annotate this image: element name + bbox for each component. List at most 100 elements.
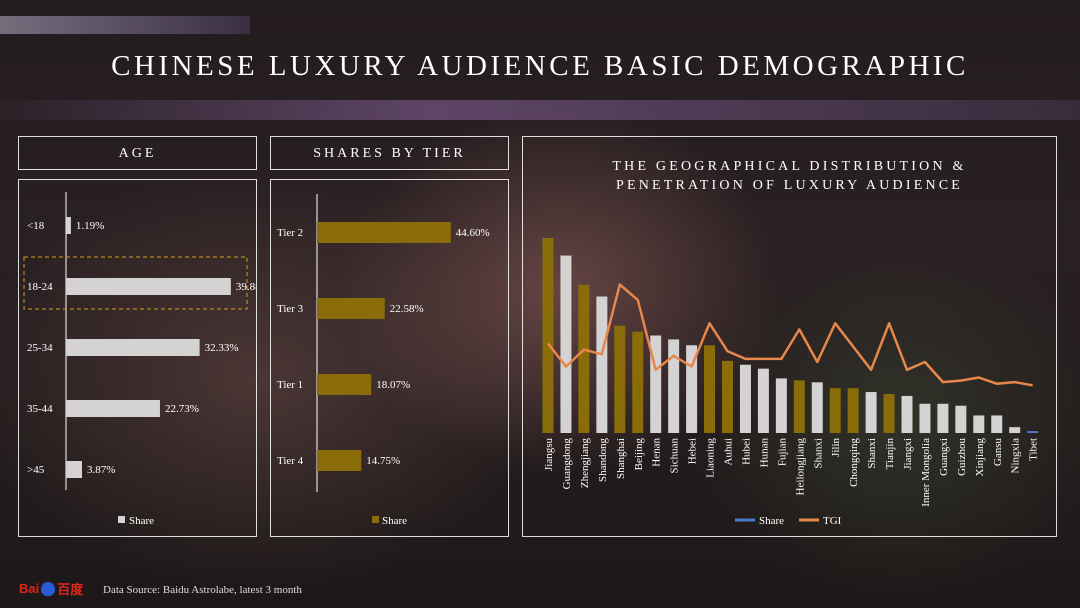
geo-title-line1: THE GEOGRAPHICAL DISTRIBUTION & [612, 159, 967, 174]
age-legend-label: Share [129, 515, 154, 527]
geo-share-bar [811, 382, 823, 433]
geo-tick-label: Jiangsu [543, 438, 555, 472]
age-value-label: 3.87% [87, 464, 115, 476]
geo-share-bar [991, 415, 1003, 433]
age-chart-box: <18 1.19% 18-24 39.88% 25-34 32.33% 35-44 22.73… [18, 179, 257, 537]
geo-share-bar [919, 403, 931, 433]
geo-share-bar [614, 325, 626, 433]
baidu-logo-text-b: 百度 [57, 582, 84, 597]
geo-tick-label: Jilin [830, 438, 842, 457]
geo-share-bar [901, 395, 913, 433]
tier-title-box: SHARES BY TIER [270, 136, 509, 170]
geo-share-bar [847, 388, 859, 433]
geo-tick-label: Inner Mongolia [920, 438, 932, 507]
tier-bar [317, 298, 385, 319]
geo-share-bar [775, 378, 787, 433]
geo-tick-label: Jiangxi [902, 438, 914, 470]
geo-tick-label: Shandong [597, 438, 609, 483]
data-source-note: Data Source: Baidu Astrolabe, latest 3 m… [103, 584, 302, 596]
tier-value-label: 44.60% [456, 227, 490, 239]
geo-share-bar [1009, 427, 1021, 433]
geo-tick-label: Heilongjiang [794, 438, 806, 496]
geo-tick-label: Sichuan [669, 438, 681, 474]
geo-share-bar [686, 345, 698, 433]
geo-tick-label: Xinjiang [974, 438, 986, 477]
geo-tick-label: Guangdong [561, 438, 573, 490]
geo-share-bar [578, 284, 590, 433]
geo-legend-tgi-label: TGI [823, 515, 842, 527]
geo-tick-label: Hunan [758, 438, 770, 468]
geo-share-bar [865, 392, 877, 433]
age-bar [66, 461, 82, 478]
tier-bar [317, 374, 372, 395]
geo-tick-label: Tibet [1028, 438, 1040, 461]
geo-title-line2: PENETRATION OF LUXURY AUDIENCE [615, 178, 964, 193]
tier-value-label: 22.58% [390, 303, 424, 315]
geo-tick-label: Auhui [723, 438, 735, 466]
geo-tick-label: Chongqing [848, 438, 860, 487]
geo-tick-label: Beijing [633, 438, 645, 471]
age-title-box: AGE [18, 136, 257, 170]
age-bar [66, 339, 200, 356]
age-value-label: 39.88% [236, 281, 256, 293]
tier-tick-label: Tier 4 [277, 455, 304, 467]
geo-share-bar [973, 415, 985, 433]
age-highlight-box [23, 256, 248, 310]
geo-share-bar [560, 255, 572, 433]
geo-tick-label: Ningxia [1010, 438, 1022, 474]
geo-tick-label: Gansu [992, 438, 1004, 467]
geo-tick-label: Liaoning [705, 438, 717, 478]
geo-share-bar [883, 394, 895, 433]
geo-chart: Jiangsu Guangdong Zhengjiang Shandong Shangh… [542, 238, 1040, 527]
geo-tick-label: Shanxi [812, 438, 824, 469]
age-title: AGE [118, 146, 157, 161]
paw-icon [41, 581, 56, 596]
geo-tick-label: Guizhou [956, 438, 968, 476]
geo-share-bar [829, 388, 841, 433]
decor-streak-top [0, 16, 250, 34]
geo-tgi-line [547, 283, 1033, 387]
geo-share-bar [632, 331, 644, 433]
age-tick-label: 25-34 [27, 342, 53, 354]
geo-tick-label: Hebei [687, 438, 699, 464]
geo-share-bar [739, 364, 751, 433]
geo-share-bar [955, 405, 967, 433]
age-bar [66, 217, 71, 234]
geo-share-bar [937, 403, 949, 433]
age-tick-label: >45 [27, 464, 45, 476]
age-bar [66, 400, 160, 417]
geo-tick-label: Shanxi [866, 438, 878, 469]
tier-legend-label: Share [382, 515, 407, 527]
tier-bar [317, 222, 451, 243]
baidu-logo: Bai 百度 [19, 579, 83, 598]
age-tick-label: 35-44 [27, 403, 53, 415]
geo-share-bar [1027, 431, 1039, 433]
geo-chart-box: THE GEOGRAPHICAL DISTRIBUTION & PENETRAT… [522, 136, 1057, 537]
geo-tick-label: Tianjin [884, 438, 896, 470]
age-value-label: 1.19% [76, 220, 104, 232]
geo-tick-label: Shanghai [615, 438, 627, 479]
tier-value-label: 18.07% [376, 379, 410, 391]
geo-share-bar [668, 339, 680, 433]
tier-tick-label: Tier 2 [277, 227, 303, 239]
geo-tick-label: Henan [651, 438, 663, 467]
geo-share-bar [722, 360, 733, 433]
geo-legend-share-label: Share [759, 515, 784, 527]
geo-share-bar [757, 368, 769, 433]
tier-chart: Tier 2 44.60% Tier 3 22.58% Tier 1 18.07% Tier… [277, 194, 490, 527]
geo-tick-label: Guangxi [938, 438, 950, 476]
tier-title: SHARES BY TIER [313, 146, 466, 161]
age-value-label: 22.73% [165, 403, 199, 415]
geo-tick-label: Zhengjiang [579, 438, 591, 489]
geo-share-bar [793, 380, 805, 433]
page-title: CHINESE LUXURY AUDIENCE BASIC DEMOGRAPHI… [111, 50, 969, 82]
age-tick-label: 18-24 [27, 281, 53, 293]
tier-bar [317, 450, 362, 471]
tier-legend-swatch [372, 516, 379, 523]
geo-share-bar [650, 335, 662, 433]
age-bar [66, 278, 231, 295]
age-chart: <18 1.19% 18-24 39.88% 25-34 32.33% 35-44 22.73… [23, 192, 256, 527]
geo-share-bar [542, 238, 554, 433]
geo-tick-label: Fujian [776, 438, 788, 467]
geo-share-bar [704, 345, 716, 433]
